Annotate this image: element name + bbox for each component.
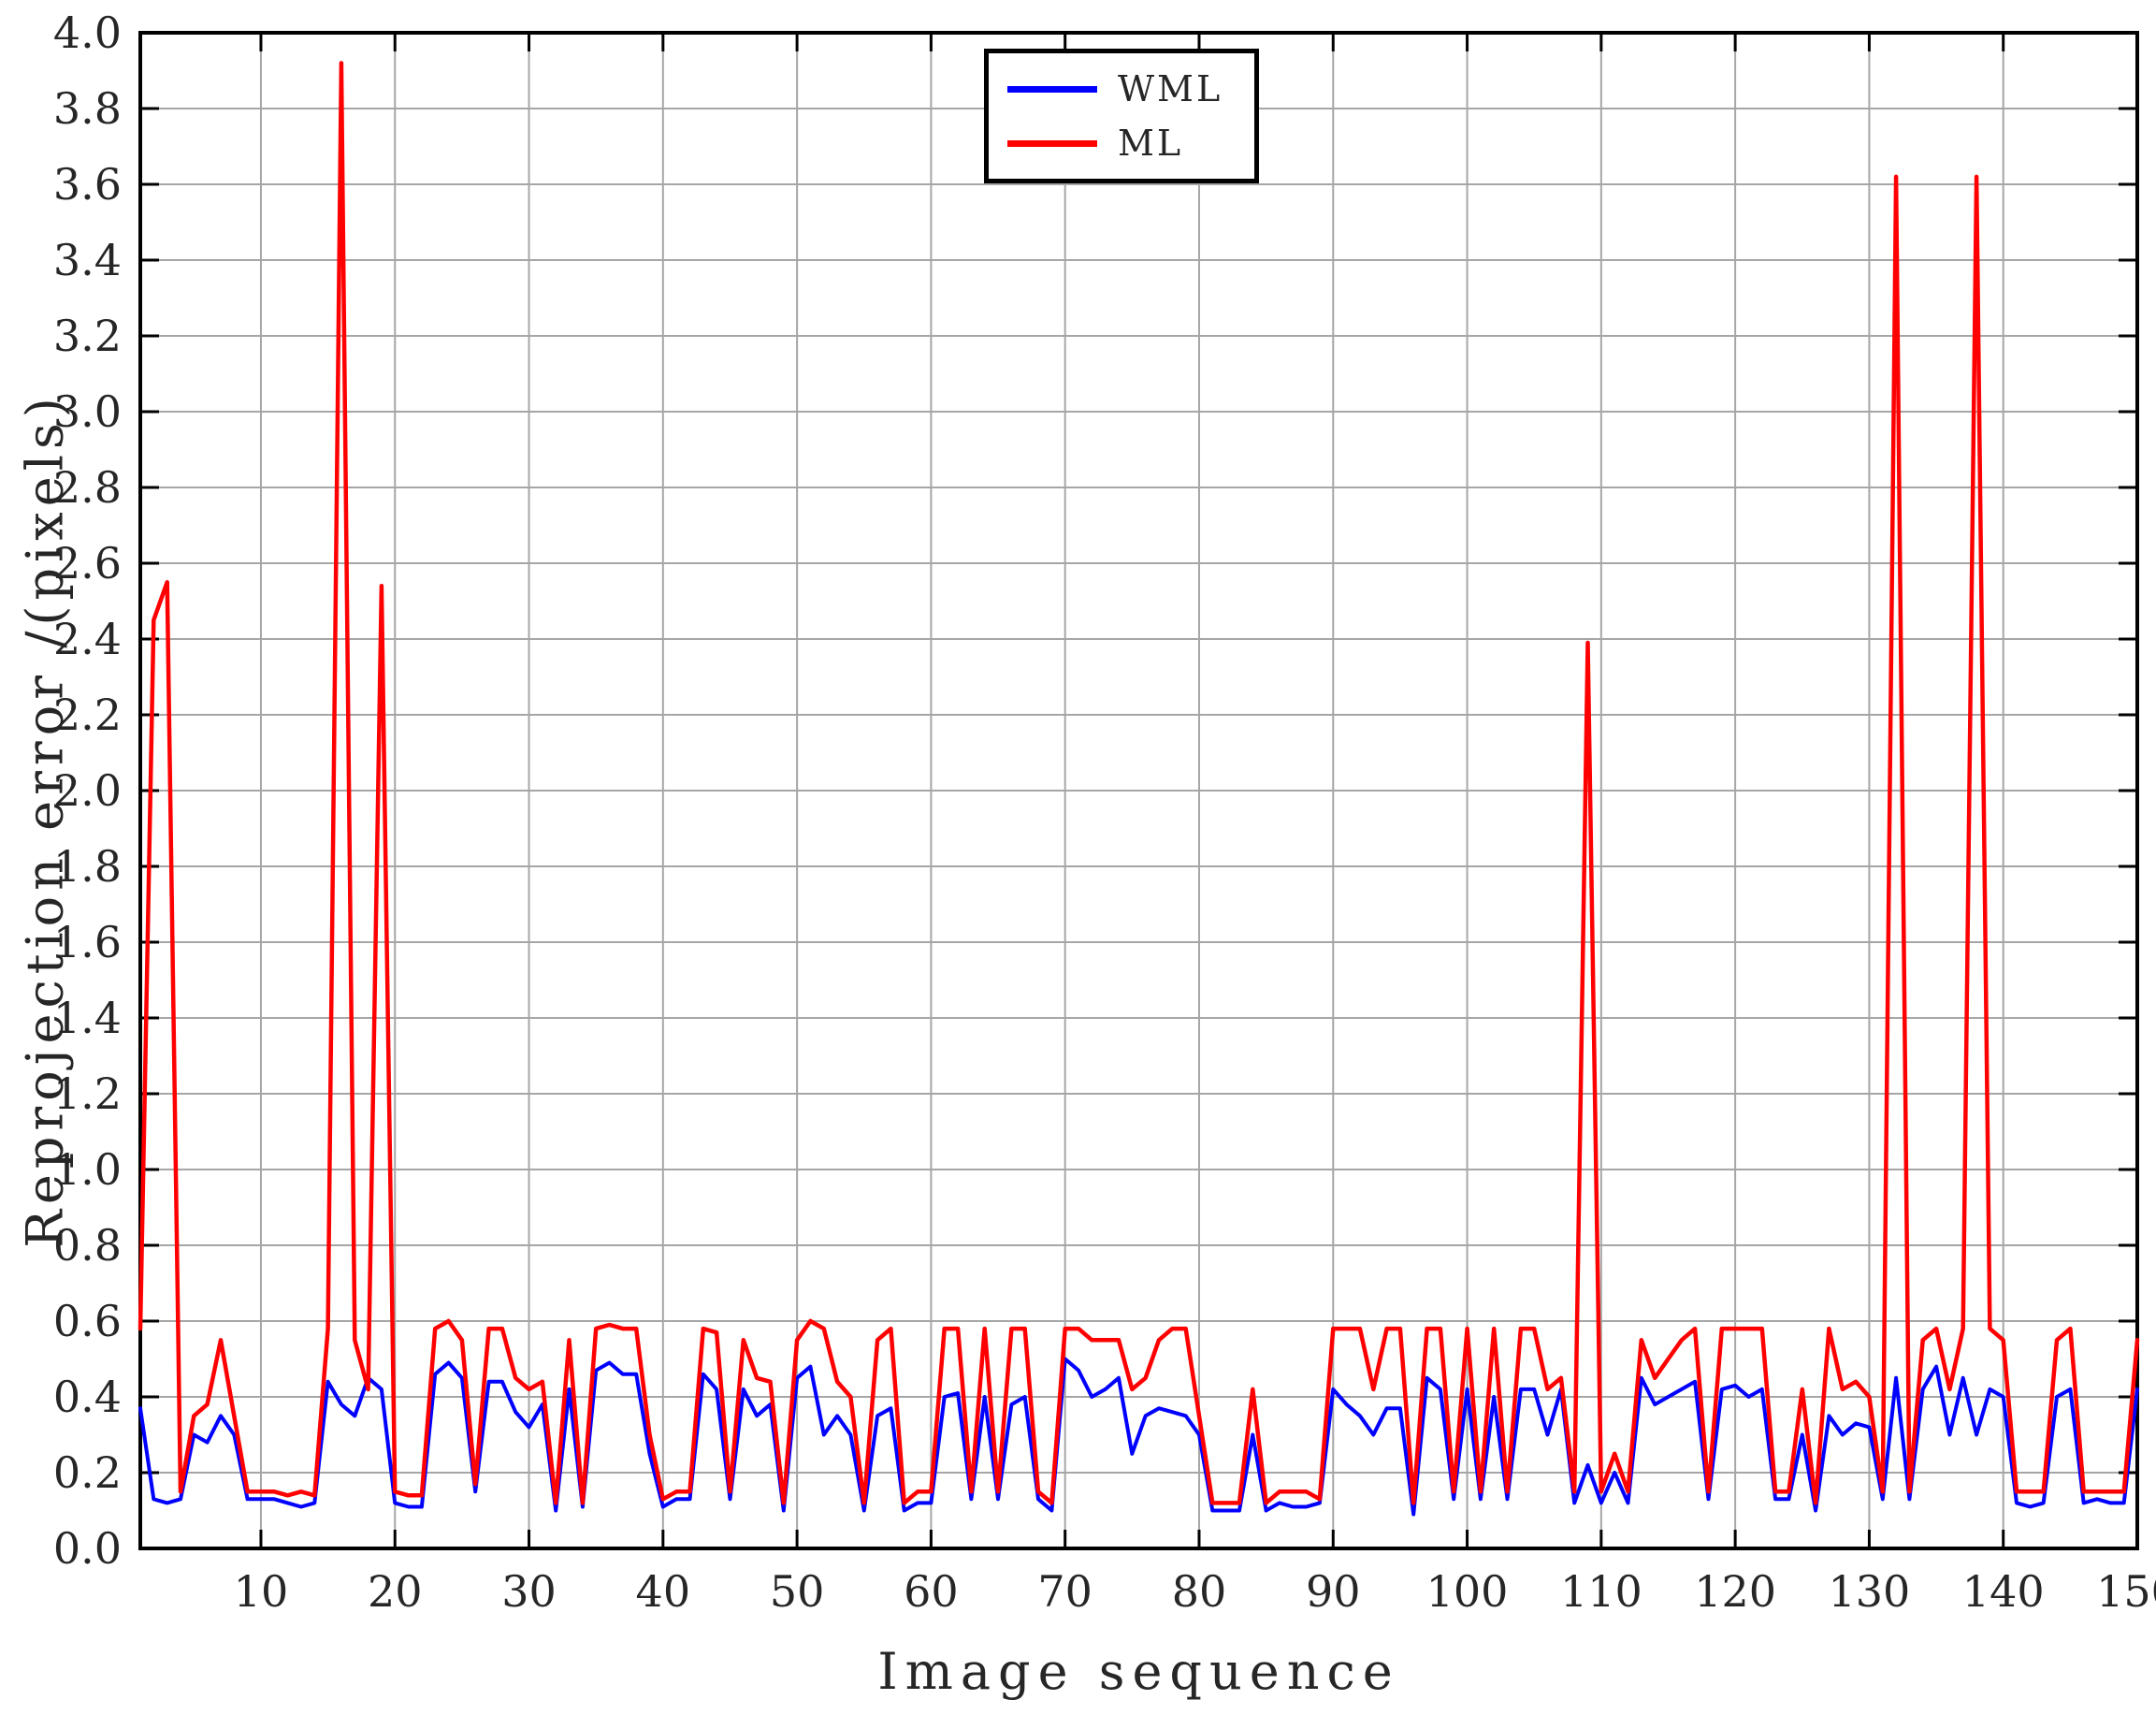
svg-text:1.8: 1.8	[53, 841, 122, 892]
svg-text:2.6: 2.6	[53, 538, 122, 588]
wml-line-swatch	[1007, 85, 1097, 93]
svg-text:100: 100	[1426, 1566, 1509, 1617]
svg-text:2.4: 2.4	[53, 614, 122, 664]
svg-text:0.8: 0.8	[53, 1220, 122, 1271]
svg-text:1.6: 1.6	[53, 917, 122, 967]
y-axis-label: Reprojection error /(pixels)	[15, 392, 75, 1248]
svg-text:0.0: 0.0	[53, 1523, 122, 1574]
svg-text:110: 110	[1560, 1566, 1642, 1617]
svg-text:30: 30	[501, 1566, 557, 1617]
svg-text:1.0: 1.0	[53, 1144, 122, 1195]
svg-text:40: 40	[636, 1566, 691, 1617]
svg-text:3.4: 3.4	[53, 235, 122, 285]
svg-text:3.2: 3.2	[53, 311, 122, 361]
svg-text:0.6: 0.6	[53, 1296, 122, 1346]
legend-item-wml: WML	[1007, 68, 1223, 109]
svg-text:3.8: 3.8	[53, 83, 122, 134]
svg-text:120: 120	[1694, 1566, 1776, 1617]
svg-text:0.2: 0.2	[53, 1447, 122, 1498]
svg-text:130: 130	[1829, 1566, 1911, 1617]
svg-text:3.0: 3.0	[53, 386, 122, 437]
x-axis-label: Image sequence	[877, 1642, 1400, 1701]
svg-text:90: 90	[1306, 1566, 1361, 1617]
svg-text:2.0: 2.0	[53, 765, 122, 816]
svg-text:1.2: 1.2	[53, 1068, 122, 1119]
svg-text:70: 70	[1037, 1566, 1092, 1617]
legend-item-ml: ML	[1007, 123, 1223, 164]
svg-text:150: 150	[2096, 1566, 2156, 1617]
ml-line-swatch	[1007, 139, 1097, 147]
svg-text:3.6: 3.6	[53, 159, 122, 210]
svg-text:80: 80	[1172, 1566, 1227, 1617]
svg-text:10: 10	[234, 1566, 289, 1617]
svg-text:60: 60	[904, 1566, 959, 1617]
legend: WML ML	[984, 49, 1260, 183]
legend-label-wml: WML	[1118, 68, 1223, 109]
svg-text:0.4: 0.4	[53, 1372, 122, 1422]
svg-text:140: 140	[1962, 1566, 2045, 1617]
svg-text:20: 20	[368, 1566, 423, 1617]
svg-text:1.4: 1.4	[53, 993, 122, 1043]
legend-label-ml: ML	[1118, 123, 1184, 164]
svg-text:4.0: 4.0	[53, 7, 122, 58]
svg-text:2.8: 2.8	[53, 462, 122, 513]
svg-text:2.2: 2.2	[53, 690, 122, 740]
svg-text:50: 50	[770, 1566, 825, 1617]
